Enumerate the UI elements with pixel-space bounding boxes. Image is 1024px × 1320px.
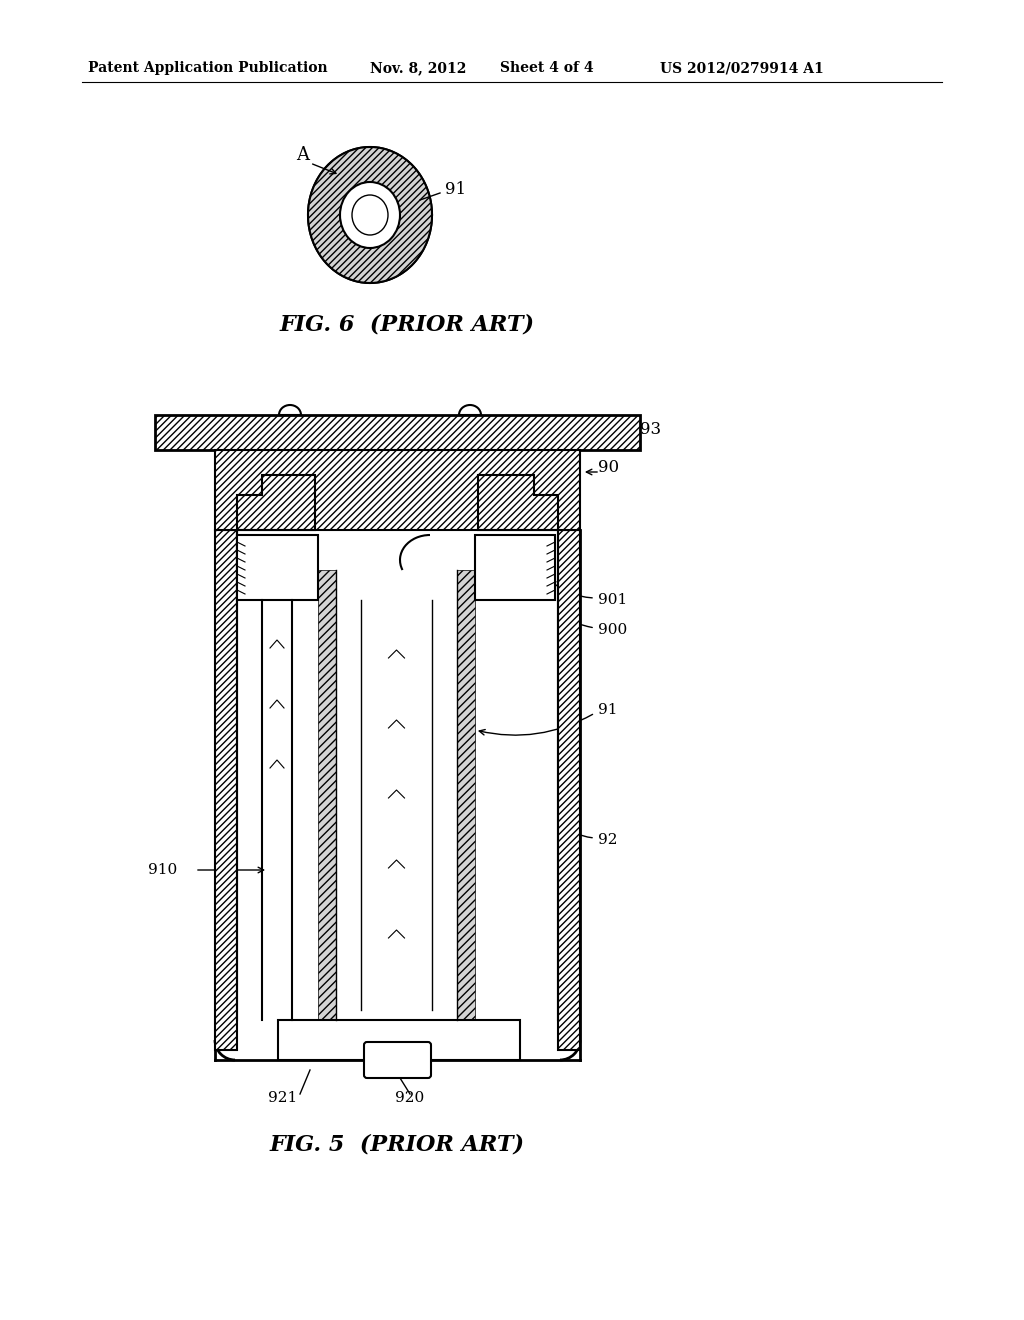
Bar (475, 535, 555, 601)
Text: 901: 901 (598, 593, 628, 607)
Text: 93: 93 (640, 421, 662, 438)
Text: 910: 910 (148, 863, 177, 876)
Ellipse shape (340, 182, 400, 248)
Text: A: A (296, 147, 309, 164)
Text: 92: 92 (598, 833, 617, 847)
Text: US 2012/0279914 A1: US 2012/0279914 A1 (660, 61, 823, 75)
Ellipse shape (308, 147, 432, 282)
Text: 900: 900 (598, 623, 628, 638)
Bar (155, 414, 640, 450)
Bar (215, 450, 580, 531)
Text: FIG. 6  (PRIOR ART): FIG. 6 (PRIOR ART) (280, 314, 535, 337)
Bar (558, 531, 580, 1049)
Text: 91: 91 (598, 704, 617, 717)
Bar (215, 531, 237, 1049)
Bar (278, 1020, 520, 1060)
Bar (457, 570, 475, 1020)
Text: 90: 90 (598, 459, 620, 477)
Bar (237, 535, 318, 601)
Text: 920: 920 (395, 1092, 424, 1105)
Bar (318, 570, 336, 1020)
Text: FIG. 5  (PRIOR ART): FIG. 5 (PRIOR ART) (270, 1134, 525, 1156)
Text: 921: 921 (268, 1092, 297, 1105)
Text: Nov. 8, 2012: Nov. 8, 2012 (370, 61, 466, 75)
Text: Patent Application Publication: Patent Application Publication (88, 61, 328, 75)
FancyBboxPatch shape (364, 1041, 431, 1078)
Text: Sheet 4 of 4: Sheet 4 of 4 (500, 61, 594, 75)
Text: 91: 91 (445, 181, 466, 198)
